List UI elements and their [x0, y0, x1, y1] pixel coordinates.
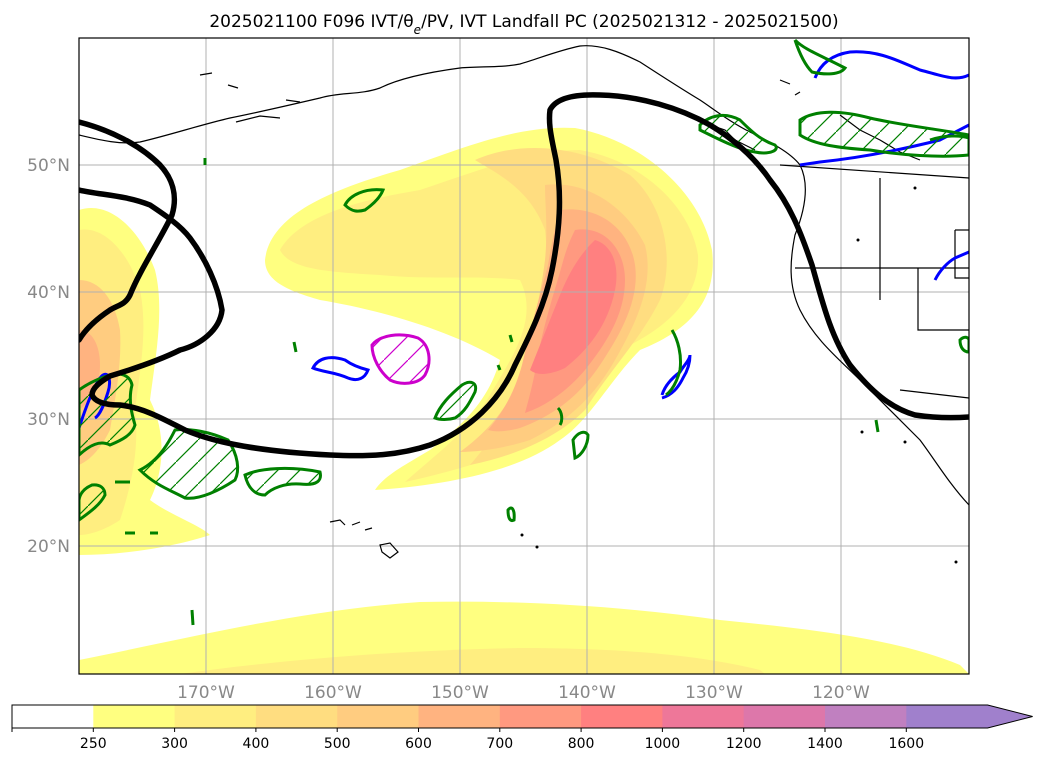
pv-contours — [79, 92, 969, 459]
colorbar-tick-label: 250 — [80, 736, 107, 752]
colorbar-tick-label: 500 — [324, 736, 351, 752]
lon-label-130w: 130°W — [685, 683, 743, 703]
map-title: 2025021100 F096 IVT/θe/PV, IVT Landfall … — [209, 12, 838, 37]
colorbar-segment — [93, 705, 176, 728]
colorbar-segment — [743, 705, 826, 728]
colorbar-tick-label: 800 — [568, 736, 595, 752]
colorbar-tick-label: 1600 — [888, 736, 924, 752]
lat-label-20n: 20°N — [27, 537, 70, 557]
colorbar-tick-label: 400 — [243, 736, 270, 752]
colorbar-segment — [662, 705, 745, 728]
lat-label-40n: 40°N — [27, 283, 70, 303]
colorbar-extend-arrow — [987, 705, 1033, 728]
colorbar-segment — [906, 705, 989, 728]
colorbar-segment — [581, 705, 663, 728]
magenta-hatched-region — [370, 333, 431, 385]
map-gridlines — [79, 38, 969, 674]
colorbar-tick-label: 300 — [161, 736, 188, 752]
colorbar-segment — [12, 705, 94, 728]
colorbar-tick-label: 600 — [405, 736, 432, 752]
small-islands — [520, 186, 958, 564]
longitude-labels: 170°W 160°W 150°W 140°W 130°W 120°W — [177, 683, 870, 703]
colorbar-segment — [255, 705, 338, 728]
colorbar-segment — [418, 705, 501, 728]
lon-label-120w: 120°W — [812, 683, 870, 703]
colorbar-tick-label: 700 — [486, 736, 513, 752]
colorbar-segment — [174, 705, 257, 728]
colorbar-tick-label: 1400 — [807, 736, 843, 752]
lat-label-50n: 50°N — [27, 156, 70, 176]
ivt-colorbar: 250 300 400 500 600 700 800 1000 1200 1400 1600 — [11, 704, 1033, 752]
lat-label-30n: 30°N — [27, 410, 70, 430]
map-area — [79, 38, 969, 674]
colorbar-segment — [499, 705, 582, 728]
lon-label-160w: 160°W — [304, 683, 362, 703]
lon-label-140w: 140°W — [558, 683, 616, 703]
colorbar-segment — [825, 705, 907, 728]
colorbar-tick-label: 1200 — [726, 736, 762, 752]
colorbar-segment — [337, 705, 420, 728]
colorbar-tick-label: 1000 — [645, 736, 681, 752]
lon-label-150w: 150°W — [431, 683, 489, 703]
latitude-labels: 50°N 40°N 30°N 20°N — [27, 156, 70, 557]
lon-label-170w: 170°W — [177, 683, 235, 703]
colorbar-outline — [11, 704, 1033, 729]
map-frame — [78, 37, 970, 675]
